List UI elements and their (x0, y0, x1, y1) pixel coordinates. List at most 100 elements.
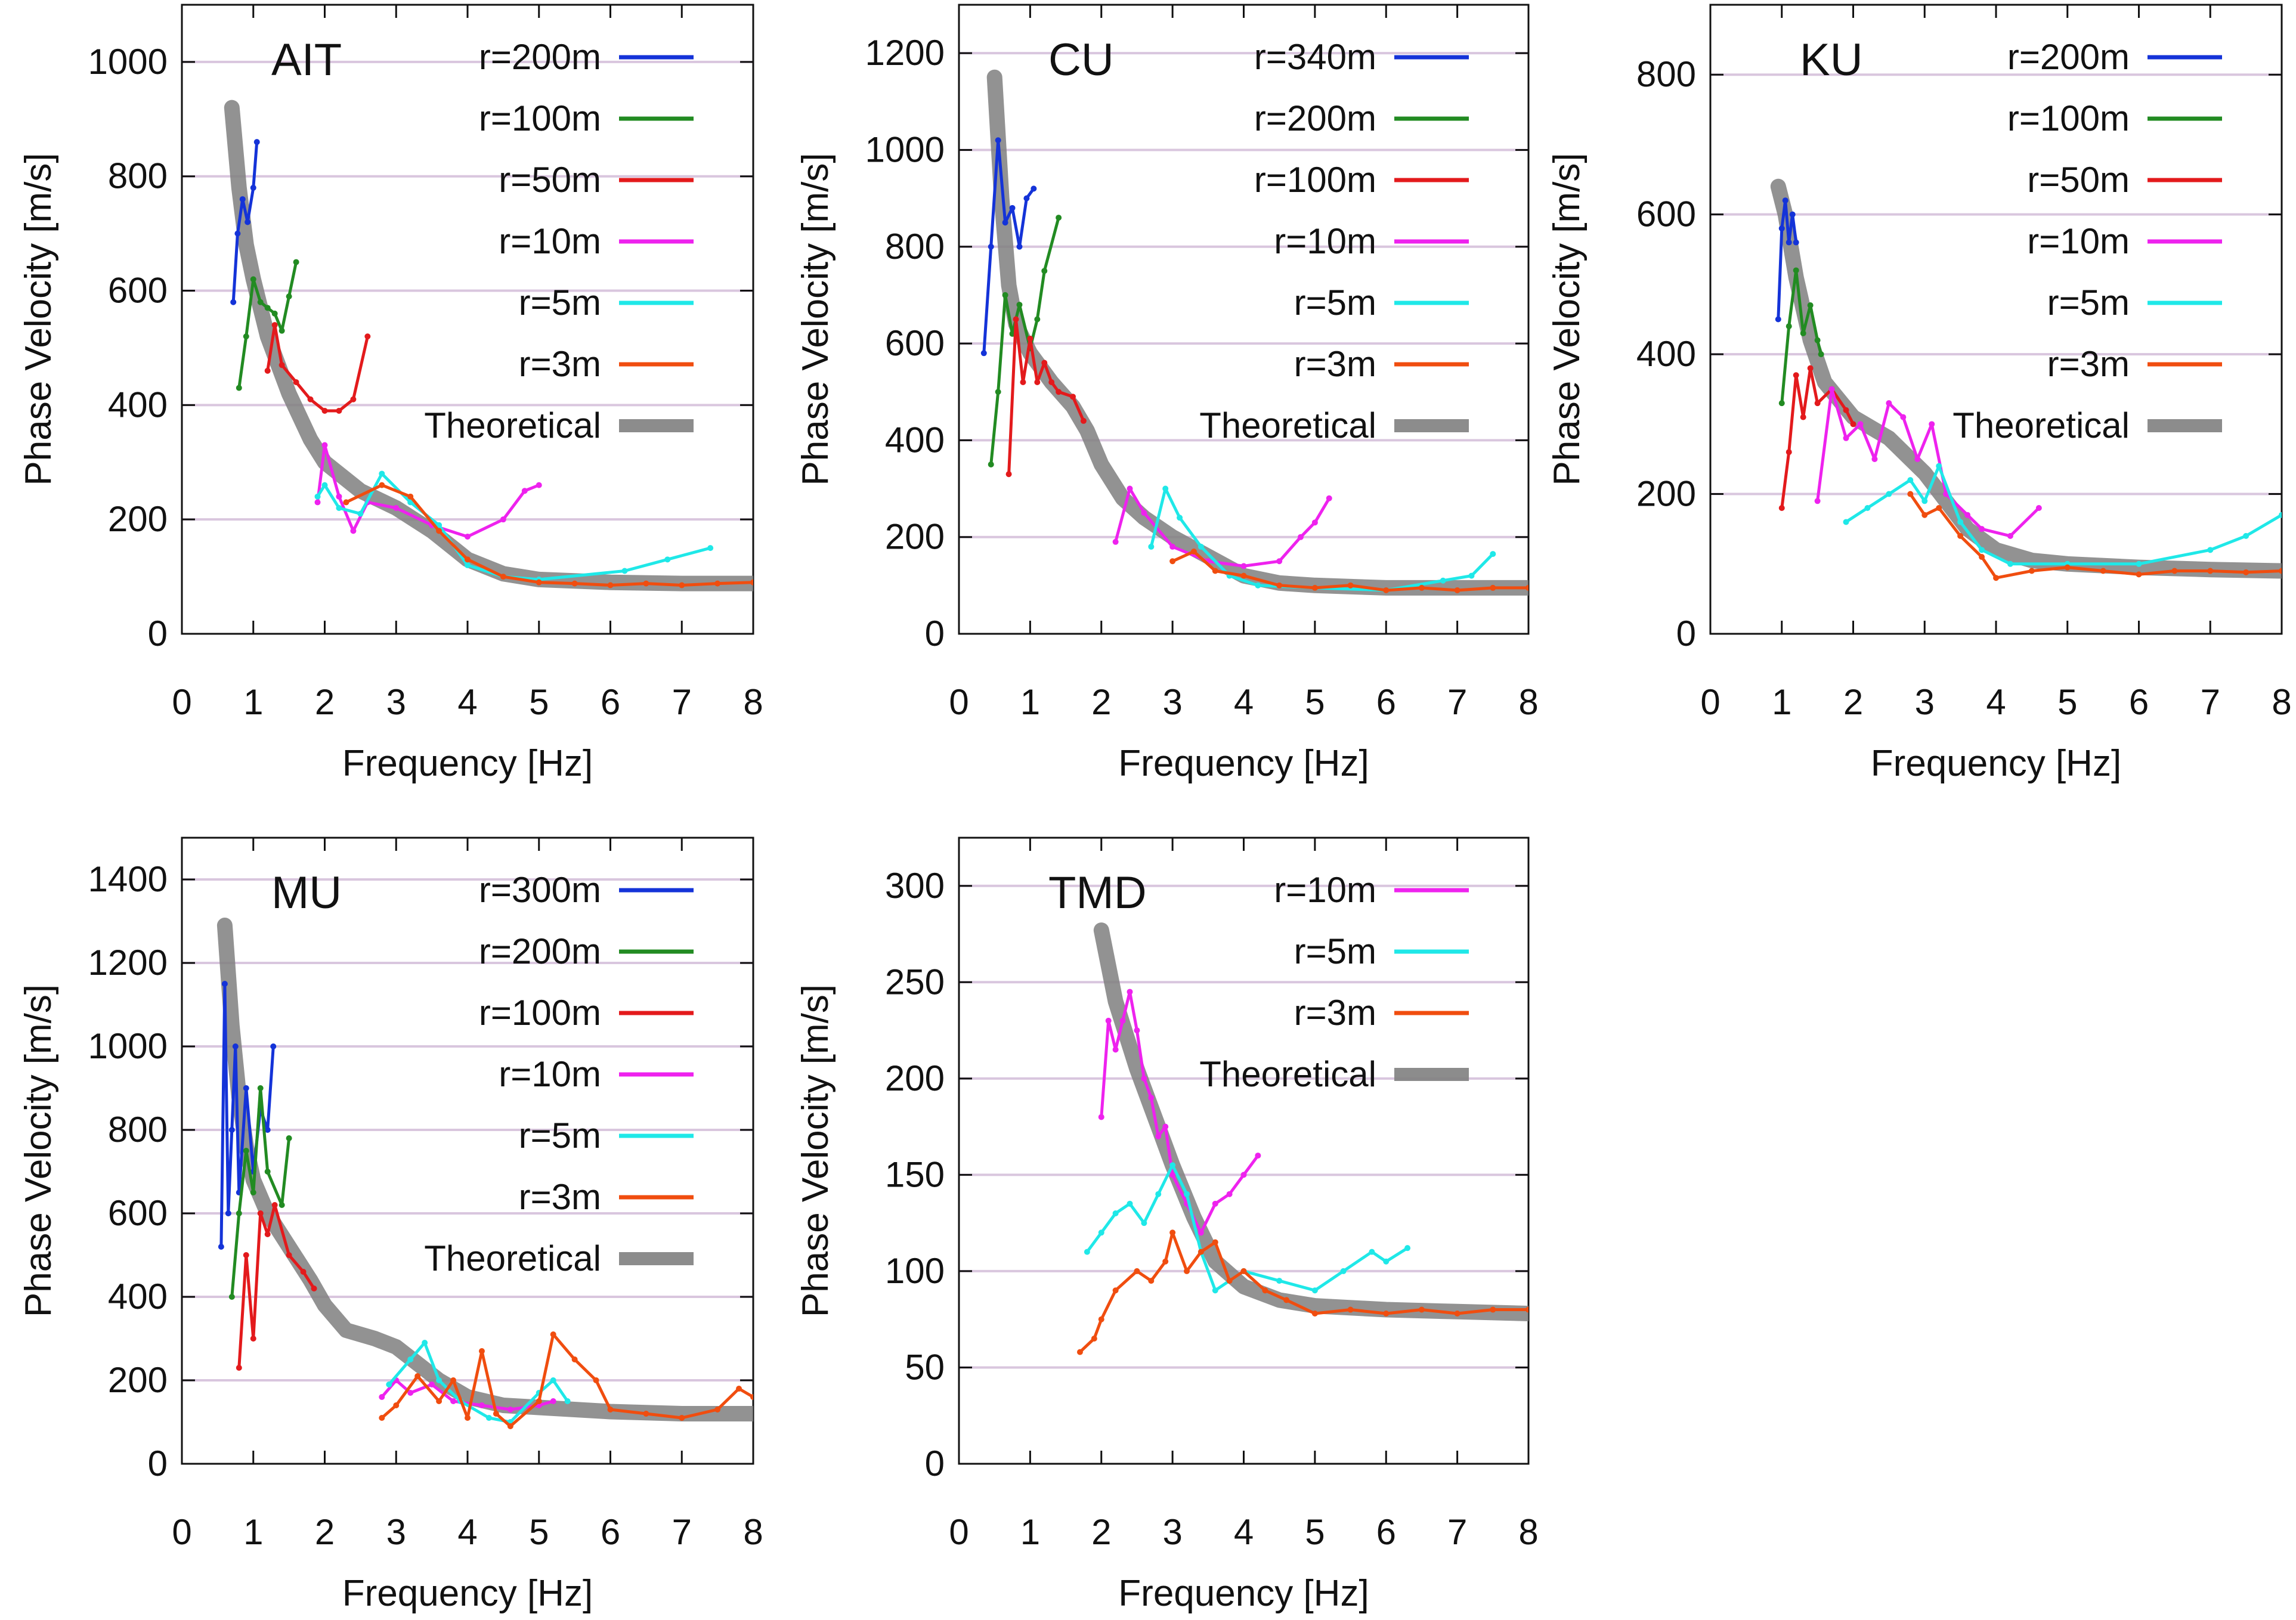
legend-label: r=10m (1274, 870, 1376, 910)
data-point (500, 574, 506, 580)
y-tick-label: 1200 (865, 33, 945, 73)
data-point (379, 470, 385, 477)
legend-label: r=5m (519, 1116, 601, 1156)
data-point (436, 522, 443, 528)
y-tick-label: 600 (108, 1193, 168, 1233)
data-point (1177, 515, 1183, 521)
data-point (436, 1377, 443, 1383)
series-line-r200m (1777, 199, 1798, 321)
data-point (1843, 519, 1849, 525)
x-tick-label: 7 (1447, 1512, 1467, 1552)
data-point (257, 1085, 264, 1091)
legend-label: Theoretical (1199, 1054, 1376, 1094)
y-tick-label: 1200 (88, 943, 168, 983)
data-point (1240, 563, 1247, 569)
data-point (1418, 1306, 1425, 1313)
data-point (236, 385, 242, 391)
chart-tmd: 0 50 100 150 200 250 300 0 1 2 3 4 5 6 7 8 Frequency [Hz… (795, 837, 1539, 1614)
data-point (264, 1169, 271, 1175)
legend-label: r=3m (519, 1177, 601, 1217)
data-point (507, 1423, 513, 1429)
data-point (493, 1411, 499, 1417)
plot-frame (1709, 4, 2283, 635)
data-point (1404, 1245, 1411, 1252)
x-tick-label: 0 (949, 682, 968, 722)
data-point (1005, 471, 1012, 478)
data-point (593, 1377, 599, 1383)
data-point (714, 580, 721, 587)
legend: r=10m r=5m r=3m Theoretical (1199, 870, 1469, 1094)
data-point (253, 139, 260, 145)
y-tick-label: 800 (108, 1110, 168, 1150)
data-point (1084, 1249, 1090, 1255)
data-point (1112, 538, 1119, 545)
x-tick-label: 4 (1234, 1512, 1254, 1552)
data-point (1778, 505, 1785, 511)
plot-frame (958, 837, 1530, 1465)
data-point (364, 333, 371, 340)
data-point (1112, 1210, 1119, 1216)
legend-label: r=10m (2027, 221, 2130, 261)
series-line-r3m (1078, 1231, 1528, 1354)
data-point (228, 1127, 235, 1133)
chart-ait: 0 200 400 600 800 1000 0 1 2 3 4 5 6 7 8 Frequency [Hz]… (18, 4, 763, 784)
data-point (1127, 989, 1133, 995)
data-point (1119, 1017, 1126, 1024)
data-point (1793, 267, 1799, 274)
data-point (1148, 1095, 1155, 1101)
data-point (1112, 1287, 1119, 1294)
data-point (1490, 551, 1496, 557)
panel-title: MU (271, 868, 342, 918)
x-tick-label: 5 (1305, 682, 1325, 722)
data-point (1786, 323, 1792, 330)
legend-label: r=200m (2007, 37, 2130, 77)
data-point (1979, 526, 1985, 532)
y-tick-label: 400 (1636, 334, 1696, 374)
data-point (1080, 417, 1087, 424)
data-point (1311, 1311, 1318, 1317)
data-point (321, 482, 328, 488)
data-point (1298, 534, 1304, 540)
x-tick-label: 1 (1772, 682, 1791, 722)
data-point (1169, 1172, 1176, 1178)
y-tick-label: 1000 (865, 129, 945, 169)
legend-label: Theoretical (1199, 405, 1376, 445)
y-tick-label: 1400 (88, 859, 168, 899)
x-tick-label: 7 (672, 682, 692, 722)
data-point (1311, 1287, 1318, 1294)
data-point (393, 505, 400, 511)
x-tick-label: 7 (1447, 682, 1467, 722)
x-tick-label: 3 (386, 1512, 406, 1552)
data-point (386, 1382, 392, 1387)
data-point (1871, 456, 1878, 462)
data-point (550, 1377, 556, 1383)
data-point (1929, 421, 1935, 428)
y-axis-label: Phase Velocity [m/s] (795, 984, 836, 1317)
data-point (1048, 379, 1055, 385)
data-point (1141, 1075, 1147, 1082)
data-point (679, 582, 685, 588)
data-point (1793, 372, 1799, 379)
data-point (1240, 1268, 1247, 1274)
data-point (436, 528, 443, 534)
data-point (995, 389, 1001, 395)
data-layer (1076, 922, 1528, 1355)
data-point (1070, 394, 1076, 400)
data-point (279, 1202, 285, 1208)
y-tick-label: 600 (108, 271, 168, 311)
data-point (379, 482, 385, 488)
data-point (1041, 360, 1048, 366)
data-point (2136, 560, 2142, 567)
data-point (550, 1331, 556, 1337)
x-tick-label: 2 (1843, 682, 1863, 722)
data-point (407, 499, 414, 506)
data-point (1807, 302, 1814, 309)
data-point (1076, 1349, 1083, 1355)
data-point (1993, 575, 1999, 581)
data-point (236, 1365, 242, 1371)
data-point (1957, 519, 1964, 525)
data-point (1091, 1336, 1097, 1342)
data-point (1240, 572, 1247, 579)
y-tick-label: 150 (885, 1154, 945, 1194)
data-point (1468, 572, 1475, 579)
